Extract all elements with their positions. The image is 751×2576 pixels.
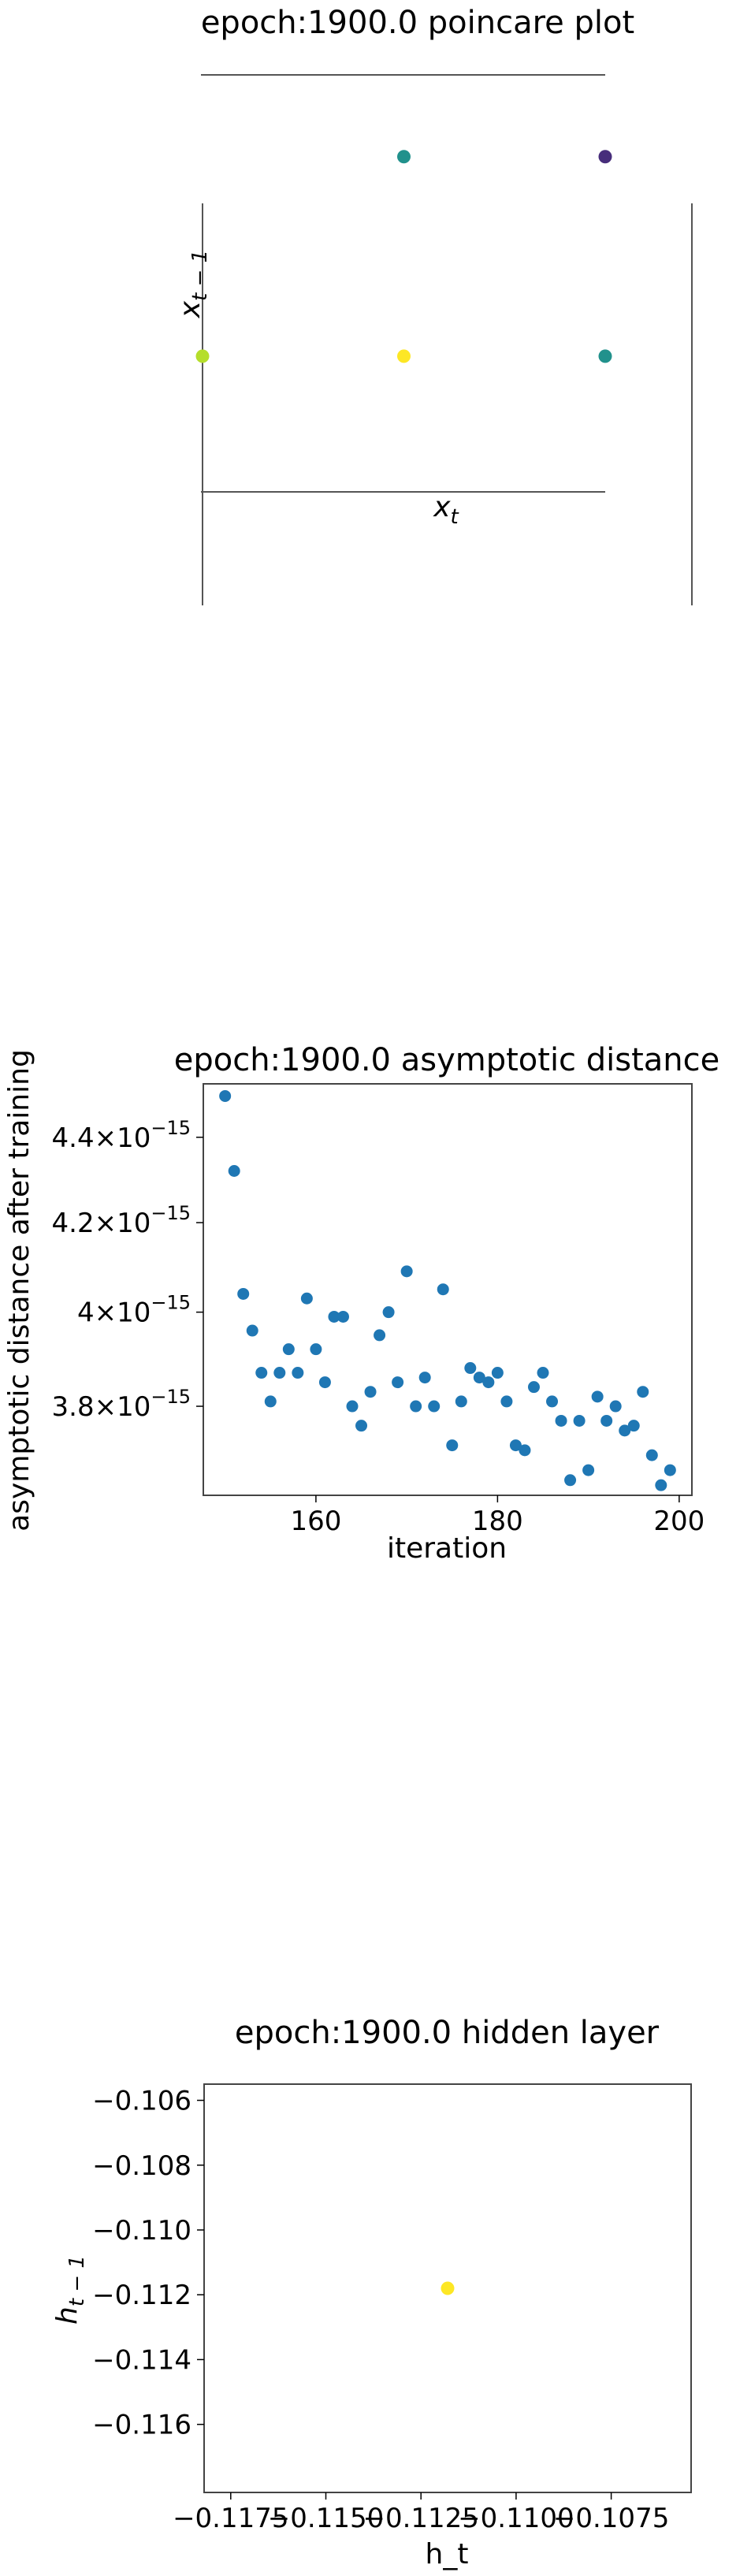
hidden-layer-chart: epoch:1900.0 hidden layer −0.1175−0.1150… <box>51 2015 692 2570</box>
poincare-point <box>598 349 612 363</box>
asymptotic-point <box>664 1464 676 1476</box>
asymptotic-point <box>219 1089 232 1102</box>
asymptotic-point <box>582 1464 595 1476</box>
asymptotic-point <box>537 1367 549 1379</box>
x-tick-label: −0.1150 <box>268 2503 384 2534</box>
y-tick-label: −0.112 <box>92 2280 191 2311</box>
asymptotic-point <box>637 1386 649 1398</box>
y-tick-label: 4.2×10−15 <box>52 1202 191 1239</box>
asymptotic-point <box>273 1367 286 1379</box>
asymptotic-point <box>292 1367 304 1379</box>
asymptotic-point <box>310 1343 322 1356</box>
asymptotic-point <box>382 1306 395 1319</box>
asymptotic-point <box>609 1400 622 1413</box>
asymptotic-point <box>473 1372 485 1384</box>
asymptotic-point <box>619 1424 631 1437</box>
asymptotic-point <box>555 1414 567 1427</box>
asymptotic-point <box>346 1400 359 1413</box>
asymptotic-point <box>491 1367 504 1379</box>
y-tick-label: 4.4×10−15 <box>52 1117 191 1154</box>
x-tick-label: 200 <box>653 1506 705 1537</box>
poincare-y-label: xt − 1 <box>174 250 212 318</box>
asymptotic-point <box>591 1390 604 1403</box>
y-tick-label: −0.116 <box>92 2410 191 2441</box>
asymptotic-point <box>282 1343 295 1356</box>
asymptotic-point <box>410 1400 422 1413</box>
poincare-chart: epoch:1900.0 poincare plot xt xt − 1 <box>174 5 693 605</box>
asymptotic-point <box>437 1283 449 1296</box>
x-tick-label: −0.1125 <box>362 2503 478 2534</box>
asymptotic-chart: epoch:1900.0 asymptotic distance 160 180 2… <box>3 1042 719 1565</box>
x-tick-label: −0.1175 <box>173 2503 288 2534</box>
asymptotic-point <box>364 1386 377 1398</box>
asymptotic-y-ticks: 3.8×10−15 4×10−15 4.2×10−15 4.4×10−15 <box>52 1117 203 1423</box>
asymptotic-point <box>392 1376 404 1389</box>
asymptotic-point <box>300 1292 313 1305</box>
asymptotic-point <box>246 1324 258 1337</box>
asymptotic-point <box>318 1376 331 1389</box>
asymptotic-point <box>573 1414 586 1427</box>
hidden-layer-title: epoch:1900.0 hidden layer <box>235 2015 660 2051</box>
asymptotic-point <box>428 1400 441 1413</box>
asymptotic-point <box>455 1395 467 1408</box>
x-tick-label: 160 <box>290 1506 341 1537</box>
hidden-layer-x-ticks: −0.1175−0.1150−0.1125−0.1100−0.1075 <box>173 2492 669 2534</box>
poincare-point <box>397 150 411 164</box>
y-tick-label: 4×10−15 <box>77 1292 191 1329</box>
asymptotic-point <box>564 1474 577 1487</box>
poincare-points <box>195 150 612 363</box>
asymptotic-point <box>446 1439 459 1452</box>
asymptotic-point <box>500 1395 513 1408</box>
asymptotic-points <box>219 1089 676 1491</box>
hidden-layer-y-ticks: −0.106 −0.108 −0.110 −0.112 −0.114 −0.116 <box>92 2086 204 2441</box>
asymptotic-point <box>527 1381 540 1394</box>
asymptotic-point <box>600 1414 613 1427</box>
asymptotic-point <box>328 1310 340 1323</box>
asymptotic-point <box>374 1329 386 1342</box>
asymptotic-point <box>255 1367 268 1379</box>
x-tick-label: −0.1100 <box>458 2503 574 2534</box>
y-tick-label: 3.8×10−15 <box>52 1386 191 1423</box>
asymptotic-point <box>228 1164 240 1177</box>
hidden-layer-frame <box>203 2083 692 2493</box>
asymptotic-point <box>355 1420 368 1432</box>
asymptotic-point <box>237 1287 250 1300</box>
asymptotic-point <box>519 1444 531 1457</box>
hidden-layer-points <box>441 2281 455 2295</box>
asymptotic-point <box>546 1395 559 1408</box>
poincare-point <box>598 150 612 164</box>
asymptotic-x-label: iteration <box>387 1532 507 1565</box>
asymptotic-point <box>509 1439 522 1452</box>
asymptotic-point <box>482 1376 495 1389</box>
poincare-title: epoch:1900.0 poincare plot <box>201 5 634 41</box>
asymptotic-point <box>418 1372 431 1384</box>
poincare-point <box>195 349 210 363</box>
asymptotic-point <box>464 1362 477 1375</box>
y-tick-label: −0.114 <box>92 2344 191 2376</box>
asymptotic-title: epoch:1900.0 asymptotic distance <box>174 1042 720 1078</box>
hidden-layer-y-label: ht − 1 <box>51 2255 89 2325</box>
asymptotic-x-ticks: 160 180 200 <box>290 1495 705 1537</box>
poincare-x-label: xt <box>433 491 459 529</box>
x-tick-label: −0.1075 <box>553 2503 669 2534</box>
asymptotic-point <box>627 1420 640 1432</box>
y-tick-label: −0.108 <box>92 2150 191 2182</box>
asymptotic-frame <box>203 1083 693 1496</box>
asymptotic-y-label: asymptotic distance after training <box>3 1049 35 1532</box>
asymptotic-point <box>264 1395 277 1408</box>
x-tick-label: 180 <box>472 1506 523 1537</box>
asymptotic-point <box>655 1479 667 1491</box>
poincare-point <box>397 349 411 363</box>
asymptotic-point <box>336 1310 349 1323</box>
asymptotic-point <box>400 1265 413 1278</box>
asymptotic-point <box>645 1449 658 1461</box>
y-tick-label: −0.110 <box>92 2215 191 2247</box>
y-tick-label: −0.106 <box>92 2086 191 2117</box>
hidden-layer-point <box>441 2281 455 2295</box>
hidden-layer-x-label: h_t <box>426 2538 469 2570</box>
